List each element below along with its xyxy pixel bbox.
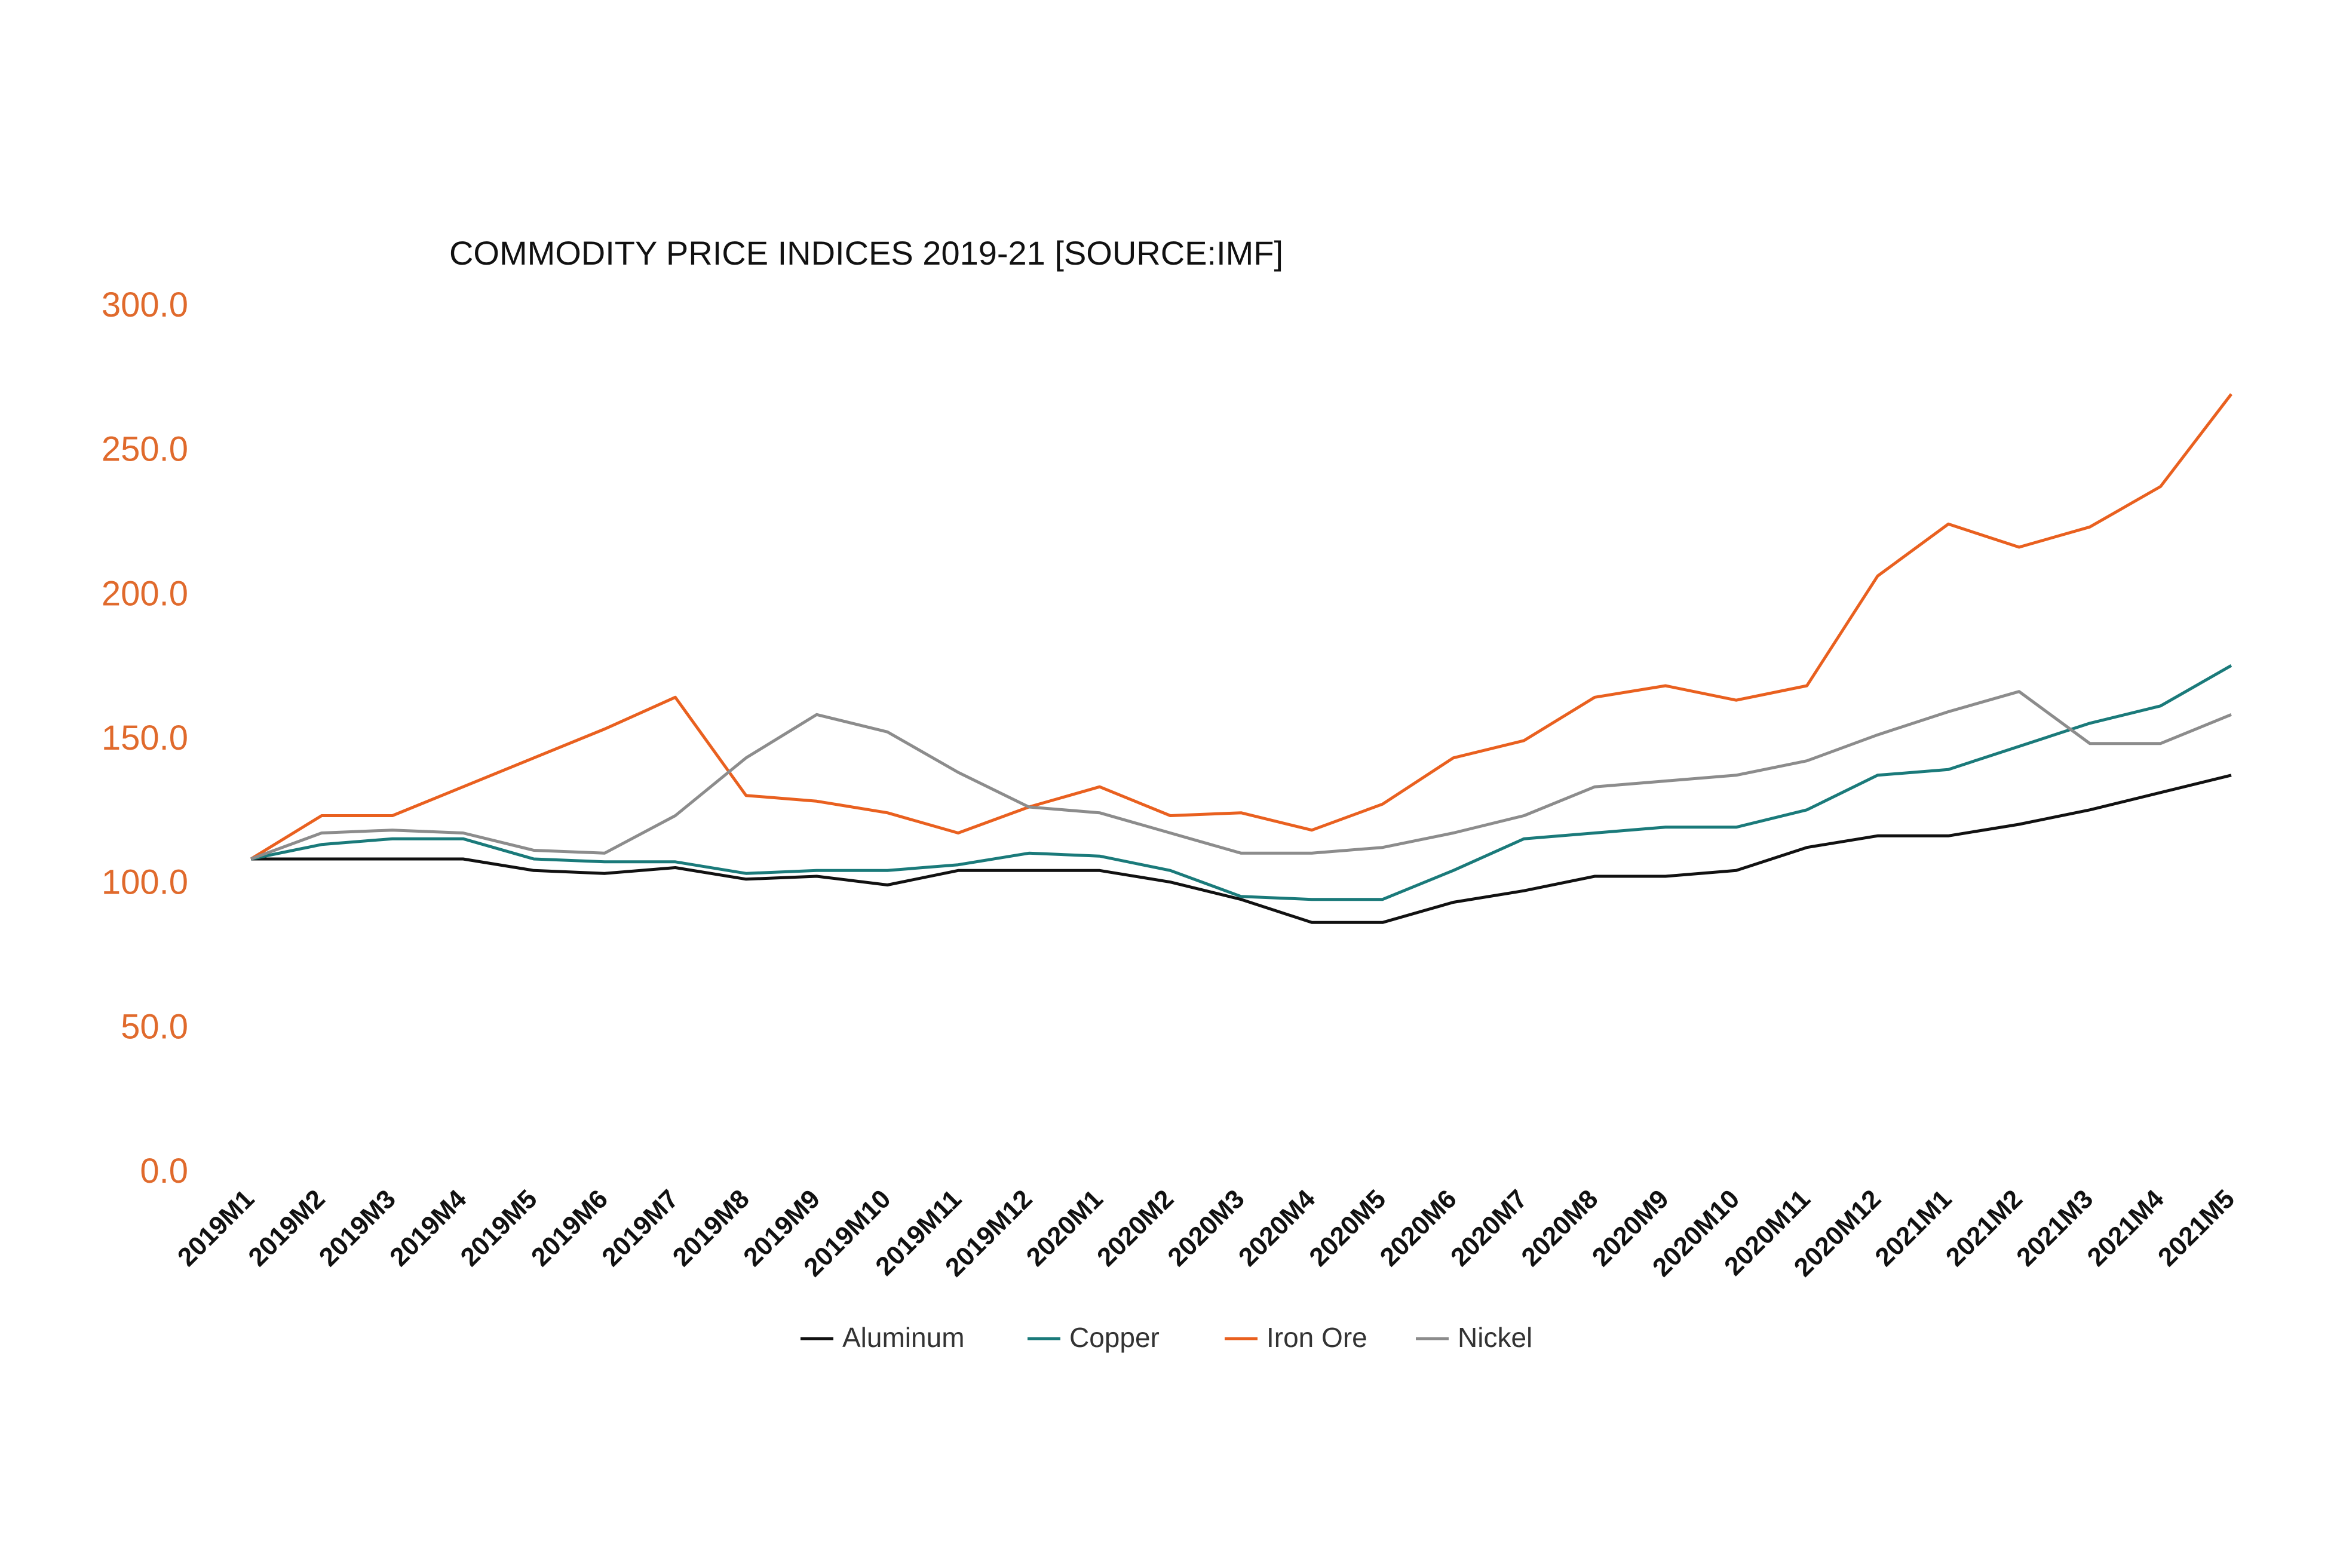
x-tick-label: 2021M2 [1940,1184,2028,1272]
x-axis-ticks: 2019M12019M22019M32019M42019M52019M62019… [172,1184,2240,1282]
x-tick-label: 2019M3 [314,1184,401,1272]
x-tick-label: 2019M7 [596,1184,684,1272]
x-tick-label: 2021M5 [2152,1184,2240,1272]
series-line-aluminum [251,774,2232,924]
y-axis-ticks: 0.0 50.0 100.0 150.0 200.0 250.0 300.0 [102,286,188,1190]
y-tick-label: 100.0 [102,863,188,902]
x-tick-label: 2021M4 [2082,1184,2170,1272]
x-tick-label: 2021M1 [1869,1184,1957,1272]
legend-label: Nickel [1458,1322,1532,1353]
legend-label: Copper [1069,1322,1160,1353]
x-tick-label: 2019M4 [384,1184,472,1272]
x-tick-label: 2021M3 [2011,1184,2099,1272]
legend: Aluminum Copper Iron Ore Nickel [801,1322,1532,1353]
x-tick-label: 2020M1 [1021,1184,1109,1272]
x-tick-label: 2019M5 [455,1184,543,1272]
x-tick-label: 2020M4 [1233,1184,1321,1272]
x-tick-label: 2020M6 [1375,1184,1462,1272]
x-tick-label: 2019M1 [172,1184,260,1272]
x-tick-label: 2020M5 [1304,1184,1391,1272]
y-tick-label: 0.0 [140,1152,188,1190]
x-tick-label: 2019M8 [667,1184,755,1272]
y-tick-label: 150.0 [102,719,188,757]
legend-label: Aluminum [842,1322,965,1353]
y-tick-label: 200.0 [102,574,188,613]
chart-title: COMMODITY PRICE INDICES 2019-21 [SOURCE:… [449,234,1283,272]
series-line-copper [250,664,2232,901]
legend-label: Iron Ore [1266,1322,1367,1353]
x-tick-label: 2019M2 [243,1184,330,1272]
series-lines [250,393,2232,924]
y-tick-label: 300.0 [102,286,188,324]
y-tick-label: 50.0 [121,1007,188,1046]
x-tick-label: 2019M6 [526,1184,614,1272]
x-tick-label: 2020M2 [1091,1184,1179,1272]
x-tick-label: 2020M8 [1516,1184,1603,1272]
series-line-nickel [250,690,2232,861]
y-tick-label: 250.0 [102,430,188,469]
x-tick-label: 2020M7 [1445,1184,1533,1272]
x-tick-label: 2020M3 [1162,1184,1250,1272]
series-line-iron-ore [250,393,2232,861]
